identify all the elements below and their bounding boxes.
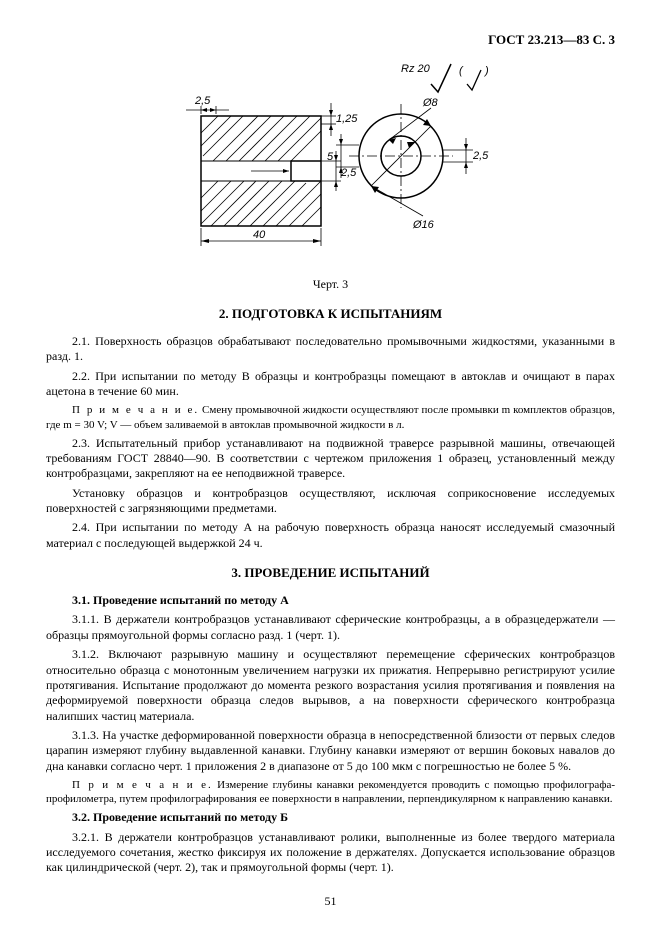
dim-2-5-c: 2,5	[472, 150, 489, 162]
note-3-1: П р и м е ч а н и е. Измерение глубины к…	[46, 778, 615, 806]
heading-3-2: 3.2. Проведение испытаний по методу Б	[46, 810, 615, 825]
para-2-3b: Установку образцов и контробразцов осуще…	[46, 486, 615, 517]
dim-1-25: 1,25	[336, 113, 358, 125]
dim-phi16: Ø16	[412, 219, 435, 231]
figure-drawing: Rz 20 ( )	[151, 56, 511, 266]
page-number: 51	[46, 894, 615, 909]
svg-text:): )	[483, 65, 489, 77]
section-3-title: 3. ПРОВЕДЕНИЕ ИСПЫТАНИЙ	[46, 565, 615, 581]
dim-40: 40	[253, 229, 266, 241]
section-2-title: 2. ПОДГОТОВКА К ИСПЫТАНИЯМ	[46, 306, 615, 322]
para-3-2-1: 3.2.1. В держатели контробразцов устанав…	[46, 830, 615, 876]
para-3-1-1: 3.1.1. В держатели контробразцов устанав…	[46, 612, 615, 643]
note-prefix-2: П р и м е ч а н и е.	[72, 779, 213, 791]
rz-label: Rz 20	[401, 63, 431, 75]
para-2-4: 2.4. При испытании по методу А на рабочу…	[46, 520, 615, 551]
para-2-2: 2.2. При испытании по методу В образцы и…	[46, 369, 615, 400]
dim-phi8: Ø8	[422, 97, 439, 109]
figure-caption: Черт. 3	[46, 277, 615, 292]
page-header: ГОСТ 23.213—83 С. 3	[46, 32, 615, 48]
para-2-3: 2.3. Испытательный прибор устанавливают …	[46, 436, 615, 482]
para-3-1-2: 3.1.2. Включают разрывную машину и осуще…	[46, 647, 615, 724]
para-3-1-3: 3.1.3. На участке деформированной поверх…	[46, 728, 615, 774]
dim-2-5-a: 2,5	[194, 95, 211, 107]
note-prefix: П р и м е ч а н и е.	[72, 404, 199, 416]
dim-5: 5	[327, 151, 334, 163]
svg-text:(: (	[459, 65, 464, 77]
heading-3-1: 3.1. Проведение испытаний по методу А	[46, 593, 615, 608]
para-2-1: 2.1. Поверхность образцов обрабатывают п…	[46, 334, 615, 365]
note-2-2: П р и м е ч а н и е. Смену промывочной ж…	[46, 403, 615, 431]
figure-3: Rz 20 ( )	[46, 56, 615, 271]
